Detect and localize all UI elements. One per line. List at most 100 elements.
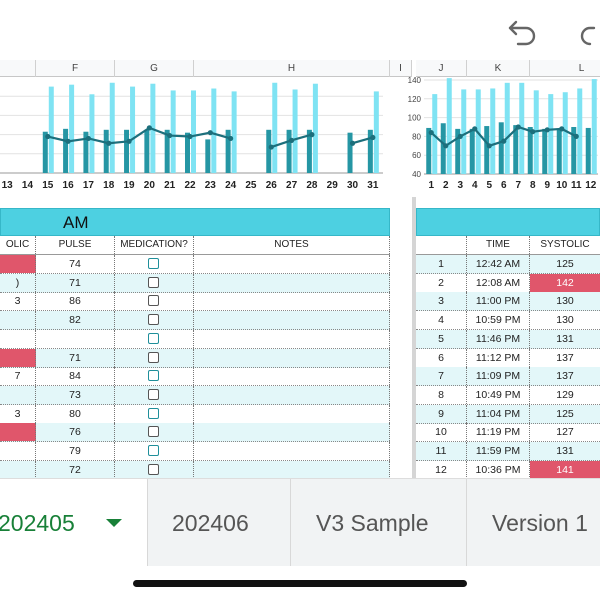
pulse-cell[interactable]: 71 bbox=[36, 348, 115, 367]
medication-cell[interactable] bbox=[115, 423, 194, 442]
column-j[interactable]: J bbox=[416, 60, 467, 77]
row-number-cell[interactable]: 12 bbox=[416, 460, 467, 478]
medication-cell[interactable] bbox=[115, 348, 194, 367]
row-number-cell[interactable]: 5 bbox=[416, 329, 467, 348]
notes-cell[interactable] bbox=[194, 311, 390, 330]
medication-checkbox[interactable] bbox=[148, 407, 159, 419]
pulse-cell[interactable]: 71 bbox=[36, 273, 115, 292]
systolic-cell[interactable]: ) bbox=[0, 273, 36, 292]
medication-cell[interactable] bbox=[115, 385, 194, 404]
medication-checkbox[interactable] bbox=[148, 276, 159, 288]
row-number-cell[interactable]: 11 bbox=[416, 442, 467, 460]
frozen-divider[interactable] bbox=[412, 77, 416, 478]
column-k[interactable]: K bbox=[467, 60, 530, 77]
pulse-cell[interactable] bbox=[36, 329, 115, 348]
systolic-cell[interactable] bbox=[0, 423, 36, 442]
spreadsheet-grid[interactable]: F G H I J K L 13 14 15 16 17 18 19 20 21 22 23 24 25… bbox=[0, 60, 600, 478]
systolic-cell[interactable] bbox=[0, 442, 36, 460]
redo-icon[interactable] bbox=[580, 16, 600, 46]
header-systolic[interactable]: OLIC bbox=[0, 236, 36, 254]
medication-cell[interactable] bbox=[115, 311, 194, 330]
systolic-cell[interactable]: 142 bbox=[530, 273, 600, 292]
sheet-tab-v3-sample[interactable]: V3 Sample bbox=[291, 479, 467, 567]
pulse-cell[interactable]: 86 bbox=[36, 292, 115, 311]
column-h[interactable]: H bbox=[194, 60, 390, 77]
time-cell[interactable]: 11:00 PM bbox=[467, 292, 530, 311]
header-time[interactable]: TIME bbox=[467, 236, 530, 254]
systolic-cell[interactable] bbox=[0, 311, 36, 330]
pulse-cell[interactable]: 79 bbox=[36, 442, 115, 460]
pulse-cell[interactable]: 82 bbox=[36, 311, 115, 330]
medication-cell[interactable] bbox=[115, 367, 194, 386]
notes-cell[interactable] bbox=[194, 442, 390, 460]
systolic-cell[interactable]: 141 bbox=[530, 460, 600, 478]
systolic-cell[interactable]: 125 bbox=[556, 258, 574, 270]
time-cell[interactable]: 11:04 PM bbox=[467, 404, 530, 423]
header-pulse[interactable]: PULSE bbox=[36, 236, 115, 254]
medication-checkbox[interactable] bbox=[148, 463, 159, 475]
row-number-cell[interactable]: 2 bbox=[416, 273, 467, 292]
medication-cell[interactable] bbox=[115, 292, 194, 311]
systolic-cell[interactable]: 7 bbox=[0, 367, 36, 386]
notes-cell[interactable] bbox=[194, 460, 390, 478]
systolic-cell[interactable] bbox=[0, 348, 36, 367]
time-cell[interactable]: 11:12 PM bbox=[467, 348, 530, 367]
medication-cell[interactable] bbox=[115, 329, 194, 348]
column-i[interactable]: I bbox=[390, 60, 412, 77]
column-l[interactable]: L bbox=[530, 60, 600, 77]
medication-cell[interactable] bbox=[115, 255, 194, 273]
medication-checkbox[interactable] bbox=[148, 388, 159, 400]
notes-cell[interactable] bbox=[194, 329, 390, 348]
header-number[interactable] bbox=[416, 236, 467, 254]
time-cell[interactable]: 10:59 PM bbox=[467, 311, 530, 330]
medication-cell[interactable] bbox=[115, 460, 194, 478]
home-indicator[interactable] bbox=[133, 580, 467, 587]
chevron-down-icon[interactable] bbox=[106, 519, 122, 527]
pulse-cell[interactable]: 72 bbox=[36, 460, 115, 478]
systolic-cell[interactable]: 137 bbox=[556, 351, 574, 364]
medication-cell[interactable] bbox=[115, 404, 194, 423]
pulse-cell[interactable]: 84 bbox=[36, 367, 115, 386]
medication-checkbox[interactable] bbox=[148, 445, 159, 456]
row-number-cell[interactable]: 9 bbox=[416, 404, 467, 423]
systolic-cell[interactable]: 3 bbox=[0, 292, 36, 311]
medication-cell[interactable] bbox=[115, 273, 194, 292]
notes-cell[interactable] bbox=[194, 292, 390, 311]
medication-checkbox[interactable] bbox=[148, 351, 159, 363]
sheet-tab-202405[interactable]: 202405 bbox=[0, 479, 148, 567]
notes-cell[interactable] bbox=[194, 255, 390, 273]
sheet-tab-version-1[interactable]: Version 1 bbox=[467, 479, 600, 567]
row-number-cell[interactable]: 10 bbox=[416, 423, 467, 442]
notes-cell[interactable] bbox=[194, 273, 390, 292]
medication-checkbox[interactable] bbox=[148, 332, 159, 344]
row-number-cell[interactable]: 1 bbox=[416, 255, 467, 273]
time-cell[interactable]: 10:36 PM bbox=[467, 460, 530, 478]
row-number-cell[interactable]: 8 bbox=[416, 385, 467, 404]
medication-checkbox[interactable] bbox=[148, 314, 159, 326]
systolic-cell[interactable] bbox=[0, 460, 36, 478]
time-cell[interactable]: 12:42 AM bbox=[467, 255, 530, 273]
column-g[interactable]: G bbox=[115, 60, 194, 77]
row-number-cell[interactable]: 3 bbox=[416, 292, 467, 311]
medication-checkbox[interactable] bbox=[148, 258, 159, 269]
time-cell[interactable]: 11:59 PM bbox=[467, 442, 530, 460]
sheet-tab-202406[interactable]: 202406 bbox=[148, 479, 291, 567]
row-number-cell[interactable]: 6 bbox=[416, 348, 467, 367]
time-cell[interactable]: 11:46 PM bbox=[467, 329, 530, 348]
systolic-cell[interactable]: 137 bbox=[556, 370, 574, 383]
pulse-cell[interactable]: 74 bbox=[36, 255, 115, 273]
medication-checkbox[interactable] bbox=[148, 295, 159, 307]
header-systolic-pm[interactable]: SYSTOLIC bbox=[540, 239, 590, 250]
systolic-cell[interactable] bbox=[0, 255, 36, 273]
left-chart[interactable]: 13 14 15 16 17 18 19 20 21 22 23 24 25 26 27 28 29 30 31 bbox=[0, 77, 390, 197]
column-f[interactable]: F bbox=[36, 60, 115, 77]
right-chart[interactable]: 1 2 3 4 5 6 7 8 9 10 11 12 140 120 100 80 60 40 bbox=[398, 77, 600, 197]
pulse-cell[interactable]: 80 bbox=[36, 404, 115, 423]
notes-cell[interactable] bbox=[194, 348, 390, 367]
systolic-cell[interactable]: 129 bbox=[556, 388, 574, 401]
header-medication[interactable]: MEDICATION? bbox=[115, 236, 194, 254]
notes-cell[interactable] bbox=[194, 404, 390, 423]
systolic-cell[interactable] bbox=[0, 329, 36, 348]
pulse-cell[interactable]: 73 bbox=[36, 385, 115, 404]
row-number-cell[interactable]: 7 bbox=[416, 367, 467, 386]
